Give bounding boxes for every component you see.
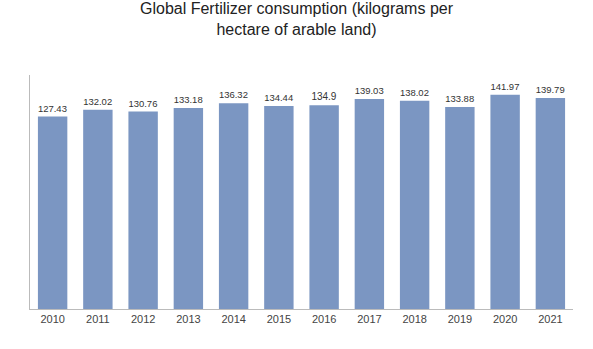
svg-text:2019: 2019: [448, 313, 472, 325]
svg-text:136.32: 136.32: [219, 89, 248, 100]
svg-text:2017: 2017: [357, 313, 381, 325]
svg-text:Global Fertilizer consumption: Global Fertilizer consumption (kilograms…: [140, 0, 454, 38]
svg-text:2015: 2015: [267, 313, 291, 325]
svg-text:2020: 2020: [493, 313, 517, 325]
svg-text:2016: 2016: [312, 313, 336, 325]
svg-text:132.02: 132.02: [83, 96, 112, 107]
svg-text:133.88: 133.88: [445, 93, 474, 104]
svg-text:134.9: 134.9: [311, 91, 336, 102]
svg-text:139.79: 139.79: [536, 84, 565, 95]
svg-text:2021: 2021: [538, 313, 562, 325]
svg-text:2011: 2011: [86, 313, 110, 325]
svg-text:139.03: 139.03: [355, 85, 384, 96]
svg-text:134.44: 134.44: [264, 92, 293, 103]
svg-text:133.18: 133.18: [174, 94, 203, 105]
svg-text:141.97: 141.97: [490, 81, 519, 92]
svg-text:2014: 2014: [221, 313, 245, 325]
svg-text:2012: 2012: [131, 313, 155, 325]
svg-text:127.43: 127.43: [38, 103, 67, 114]
svg-text:2018: 2018: [402, 313, 426, 325]
svg-text:130.76: 130.76: [128, 98, 157, 109]
svg-text:138.02: 138.02: [400, 87, 429, 98]
svg-text:2010: 2010: [40, 313, 64, 325]
svg-text:2013: 2013: [176, 313, 200, 325]
